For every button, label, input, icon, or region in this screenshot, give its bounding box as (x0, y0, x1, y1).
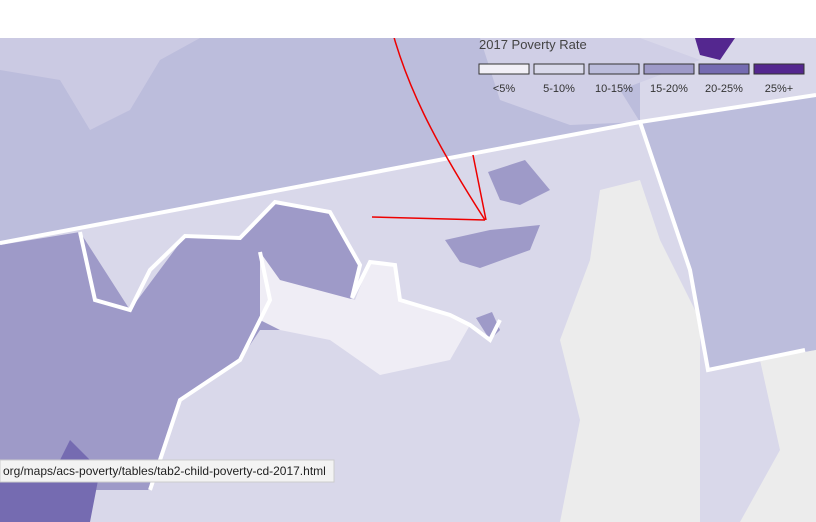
region (380, 38, 700, 125)
legend: 2017 Poverty Rate <5% 5-10% 10-15% 15-20% 20… (478, 37, 805, 95)
legend-label: 10-15% (595, 83, 633, 95)
legend-label: 15-20% (650, 83, 688, 95)
region (695, 38, 735, 60)
border (148, 251, 273, 491)
legend-swatch (753, 63, 805, 75)
annotation-arrow (371, 154, 487, 221)
region (488, 160, 550, 205)
legend-title: 2017 Poverty Rate (479, 37, 587, 52)
legend-swatch (533, 63, 585, 75)
legend-swatch (643, 63, 695, 75)
water (740, 350, 816, 522)
legend-swatch (588, 63, 640, 75)
region (0, 38, 200, 130)
status-bar: org/maps/acs-poverty/tables/tab2-child-p… (0, 459, 335, 483)
region (445, 225, 540, 268)
page-header (0, 0, 816, 38)
border (78, 199, 363, 313)
region (0, 38, 640, 243)
legend-label: 5-10% (543, 83, 575, 95)
legend-swatch (698, 63, 750, 75)
legend-swatch (478, 63, 530, 75)
region (640, 95, 816, 370)
border (638, 121, 806, 373)
legend-label: 20-25% (705, 83, 743, 95)
region (260, 252, 470, 375)
status-bar-background (0, 459, 335, 483)
border (350, 259, 502, 344)
water (560, 180, 700, 522)
status-url: org/maps/acs-poverty/tables/tab2-child-p… (3, 464, 326, 478)
legend-label: <5% (493, 83, 516, 95)
legend-label: 25%+ (765, 83, 793, 95)
